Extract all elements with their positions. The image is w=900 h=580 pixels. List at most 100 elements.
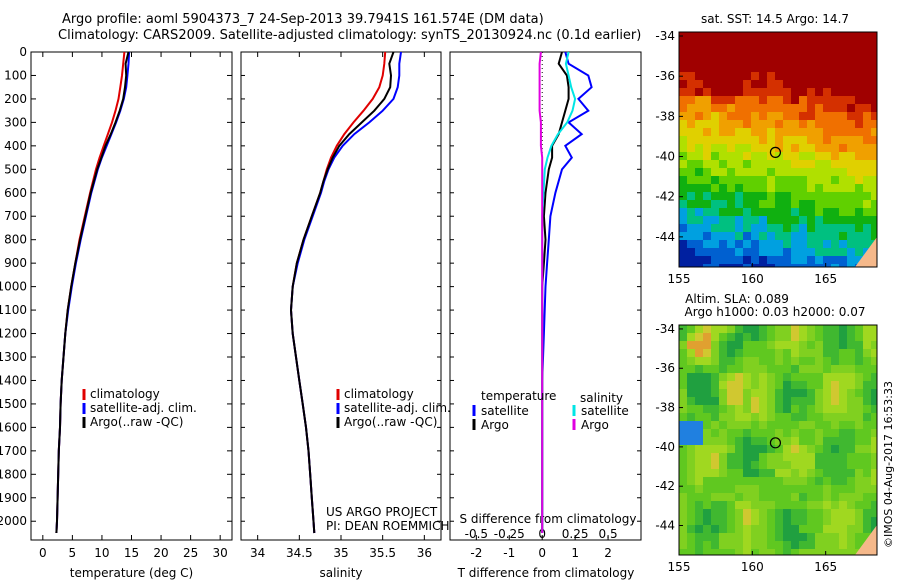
map-cell: [847, 389, 855, 397]
map-cell: [743, 48, 751, 56]
map-cell: [839, 160, 847, 168]
map-cell: [727, 477, 735, 485]
map-cell: [751, 248, 759, 256]
map-cell: [863, 485, 871, 493]
map-cell: [695, 445, 703, 453]
map-cell: [711, 381, 719, 389]
map-cell: [791, 184, 799, 192]
map-cell: [759, 325, 767, 333]
map-cell: [679, 232, 687, 240]
map-cell: [871, 485, 877, 493]
map-cell: [799, 248, 807, 256]
map-cell: [855, 509, 863, 517]
map-cell: [679, 357, 687, 365]
map-cell: [703, 72, 711, 80]
map-cell: [783, 325, 791, 333]
map-cell: [823, 80, 831, 88]
map-cell: [839, 136, 847, 144]
map-cell: [815, 168, 823, 176]
map-cell: [807, 469, 815, 477]
map-cell: [727, 493, 735, 501]
map-cell: [783, 192, 791, 200]
map-cell: [807, 176, 815, 184]
map-cell: [863, 192, 871, 200]
map-cell: [783, 429, 791, 437]
map-cell: [855, 216, 863, 224]
map-cell: [759, 413, 767, 421]
map-cell: [807, 493, 815, 501]
y-tick-label: 1400: [0, 373, 27, 387]
x-tick-label: 35.5: [369, 546, 396, 560]
map-cell: [719, 541, 727, 549]
map-cell: [855, 501, 863, 509]
map-cell: [815, 525, 823, 533]
map-cell: [719, 184, 727, 192]
map-cell: [823, 541, 831, 549]
map-cell: [775, 184, 783, 192]
map-cell: [703, 120, 711, 128]
map-cell: [775, 176, 783, 184]
map-cell: [855, 525, 863, 533]
map-cell: [719, 256, 727, 264]
map-cell: [711, 469, 719, 477]
map-cell: [695, 128, 703, 136]
map-cell: [679, 349, 687, 357]
map-cell: [751, 192, 759, 200]
map-cell: [775, 413, 783, 421]
map-cell: [703, 533, 711, 541]
map-cell: [783, 509, 791, 517]
map-cell: [727, 152, 735, 160]
map-cell: [783, 184, 791, 192]
map-cell: [791, 152, 799, 160]
map-cell: [807, 501, 815, 509]
map-cell: [759, 240, 767, 248]
map-cell: [783, 152, 791, 160]
map-cell: [735, 176, 743, 184]
legend-label: climatology: [90, 387, 160, 401]
map-cell: [783, 72, 791, 80]
map-cell: [783, 397, 791, 405]
map-cell: [783, 525, 791, 533]
map-cell: [871, 357, 877, 365]
map-cell: [815, 72, 823, 80]
map-cell: [831, 120, 839, 128]
map-cell: [799, 341, 807, 349]
map-cell: [759, 192, 767, 200]
map-cell: [823, 208, 831, 216]
map-cell: [679, 373, 687, 381]
map-cell: [815, 533, 823, 541]
map-cell: [719, 349, 727, 357]
map-cell: [839, 413, 847, 421]
map-cell: [831, 208, 839, 216]
map-cell: [847, 405, 855, 413]
map-cell: [735, 264, 743, 267]
map-cell: [791, 549, 799, 555]
map-cell: [815, 389, 823, 397]
map-cell: [799, 501, 807, 509]
map-cell: [727, 184, 735, 192]
map-cell: [767, 349, 775, 357]
map-cell: [695, 208, 703, 216]
map-cell: [735, 509, 743, 517]
map-cell: [719, 72, 727, 80]
map-cell: [743, 56, 751, 64]
map-cell: [831, 168, 839, 176]
map-cell: [871, 381, 877, 389]
map-cell: [751, 397, 759, 405]
map-cell: [839, 64, 847, 72]
map-cell: [863, 144, 871, 152]
map-cell: [695, 64, 703, 72]
map-cell: [687, 200, 695, 208]
map-cell: [743, 469, 751, 477]
map-cell: [687, 413, 695, 421]
map-cell: [727, 112, 735, 120]
series-line-sal-2: [289, 51, 395, 534]
map-cell: [751, 525, 759, 533]
map-cell: [727, 120, 735, 128]
map-cell: [759, 160, 767, 168]
map-cell: [735, 128, 743, 136]
map-cell: [727, 32, 735, 40]
map-cell: [719, 469, 727, 477]
map-cell: [799, 373, 807, 381]
map-cell: [687, 541, 695, 549]
